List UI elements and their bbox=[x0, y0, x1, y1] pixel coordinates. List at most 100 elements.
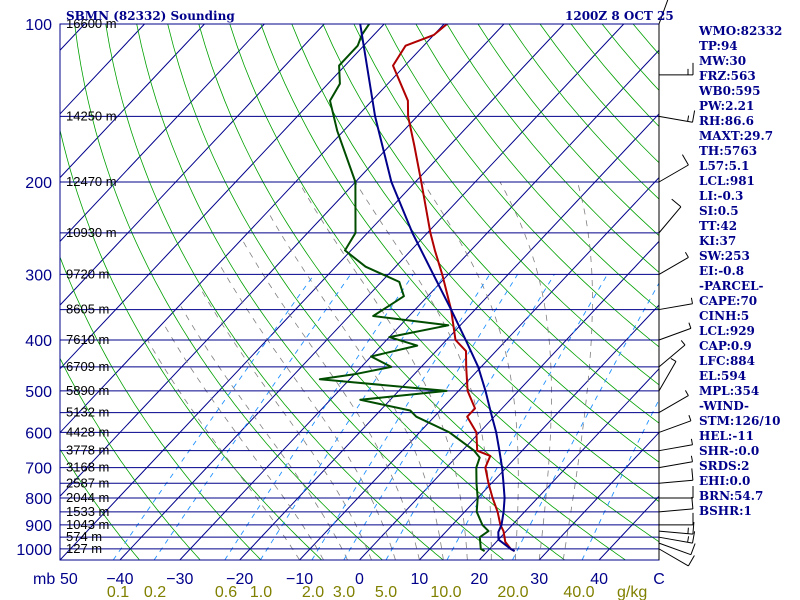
mixing-ratio-line bbox=[385, 274, 555, 560]
index-entry: BRN:54.7 bbox=[699, 489, 763, 503]
wind-barb-layer bbox=[658, 0, 696, 567]
index-entry: MW:30 bbox=[699, 54, 746, 68]
moist-adiabat bbox=[499, 181, 552, 560]
wind-barb-staff bbox=[658, 327, 692, 341]
wind-barb-flag bbox=[687, 536, 690, 543]
pressure-tick-label: 400 bbox=[25, 333, 52, 350]
pressure-tick-label: 1000 bbox=[16, 542, 52, 559]
height-label: 3778 m bbox=[66, 443, 109, 458]
wind-barb-flag bbox=[690, 455, 693, 462]
height-label: 7610 m bbox=[66, 332, 109, 347]
wind-barb-staff bbox=[658, 479, 693, 484]
dry-adiabat bbox=[353, 24, 659, 386]
isobar-layer bbox=[60, 23, 659, 550]
mixing-ratio-label: 3.0 bbox=[333, 584, 355, 600]
mixing-ratio-line bbox=[311, 274, 491, 560]
isotherm-line bbox=[119, 24, 625, 560]
wind-barb-staff bbox=[658, 361, 677, 392]
temperature-tick-label: −20 bbox=[226, 571, 253, 588]
wind-barb-flag bbox=[684, 251, 689, 258]
isotherm-line bbox=[478, 368, 659, 560]
pressure-tick-label: 200 bbox=[25, 175, 52, 192]
height-label: 2044 m bbox=[66, 490, 109, 505]
height-label: 16600 m bbox=[66, 16, 117, 31]
wind-barb-flag bbox=[684, 390, 689, 396]
moist-adiabat bbox=[354, 181, 492, 560]
mixing-ratio-label: 0.6 bbox=[215, 584, 237, 600]
index-entry: -WIND- bbox=[699, 399, 749, 413]
chart-title-station: SBMN (82332) Sounding bbox=[66, 9, 235, 23]
height-label: 574 m bbox=[66, 529, 102, 544]
index-entry: -PARCEL- bbox=[699, 279, 764, 293]
mixing-ratio-line bbox=[260, 274, 445, 560]
index-entry: LCL:981 bbox=[699, 174, 755, 188]
isotherm-line bbox=[60, 24, 445, 434]
dry-adiabat bbox=[167, 24, 565, 560]
wind-barb-flag bbox=[687, 555, 695, 567]
index-entry: TH:5763 bbox=[699, 144, 757, 158]
moist-adiabat bbox=[562, 181, 593, 560]
mixing-ratio-label: 0.1 bbox=[107, 584, 129, 600]
index-entry: MPL:354 bbox=[699, 384, 759, 398]
mixing-ratio-label: 0.2 bbox=[144, 584, 166, 600]
index-entry: CAPE:70 bbox=[699, 294, 757, 308]
isotherm-line bbox=[359, 240, 659, 560]
height-label: 14250 m bbox=[66, 108, 117, 123]
index-entry: HEL:-11 bbox=[699, 429, 754, 443]
moist-adiabat bbox=[298, 181, 468, 560]
index-entry: MAXT:29.7 bbox=[699, 129, 773, 143]
moist-adiabat bbox=[147, 339, 300, 560]
isotherm-line bbox=[60, 24, 565, 560]
isotherm-line bbox=[179, 49, 659, 560]
wind-barb-flag bbox=[690, 543, 696, 555]
wind-barb-staff bbox=[658, 461, 693, 469]
dry-adiabat bbox=[136, 24, 505, 560]
height-label: 10930 m bbox=[66, 225, 117, 240]
index-entry: SW:253 bbox=[699, 249, 750, 263]
grid-layer bbox=[60, 24, 659, 560]
index-entry: STM:126/10 bbox=[699, 414, 780, 428]
index-entry: CAP:0.9 bbox=[699, 339, 752, 353]
series-layer bbox=[318, 24, 516, 552]
wind-barb-flag bbox=[680, 340, 686, 346]
temperature-tick-label: 20 bbox=[470, 571, 488, 588]
moist-adiabat bbox=[243, 241, 420, 560]
index-entry: CINH:5 bbox=[699, 309, 749, 323]
dry-adiabat bbox=[60, 357, 201, 560]
index-entry: LI:-0.3 bbox=[699, 189, 743, 203]
wind-barb-flag bbox=[687, 527, 689, 534]
dry-adiabat bbox=[60, 255, 262, 560]
index-entry: WMO:82332 bbox=[698, 24, 782, 38]
wind-barb-staff bbox=[658, 115, 693, 123]
wind-barb-staff bbox=[658, 548, 689, 567]
wind-barb-staff bbox=[658, 536, 693, 544]
wind-barb-flag bbox=[671, 198, 682, 208]
height-label: 5890 m bbox=[66, 383, 109, 398]
wind-barb-flag bbox=[692, 110, 696, 123]
temperature-tick-label: 10 bbox=[411, 571, 429, 588]
index-entry: TT:42 bbox=[699, 219, 737, 233]
mixing-ratio-label: 40.0 bbox=[563, 584, 594, 600]
height-label: 9720 m bbox=[66, 266, 109, 281]
dry-adiabat bbox=[229, 24, 659, 543]
mixing-unit-label: g/kg bbox=[617, 584, 647, 600]
mixing-ratio-line bbox=[153, 274, 351, 560]
indices-panel: WMO:82332TP:94MW:30FRZ:563WB0:595PW:2.21… bbox=[698, 24, 782, 518]
dewpoint-line bbox=[318, 24, 490, 552]
mixing-ratio-label: 20.0 bbox=[497, 584, 528, 600]
wind-barb-flag bbox=[690, 438, 693, 445]
dry-adiabat bbox=[198, 24, 626, 560]
isotherm-line bbox=[60, 24, 325, 306]
wind-barb-staff bbox=[658, 508, 693, 513]
wind-barb-flag bbox=[688, 322, 692, 329]
wind-barb-flag bbox=[681, 154, 689, 166]
wind-barb-staff bbox=[658, 542, 692, 556]
pressure-tick-label: 100 bbox=[25, 17, 52, 34]
pressure-tick-label: 600 bbox=[25, 425, 52, 442]
dry-adiabat bbox=[570, 24, 659, 128]
index-entry: LCL:929 bbox=[699, 324, 755, 338]
height-label: 127 m bbox=[66, 541, 102, 556]
mixing-ratio-line bbox=[112, 274, 315, 560]
temperature-line bbox=[392, 24, 516, 552]
wind-barb-staff bbox=[658, 164, 689, 183]
